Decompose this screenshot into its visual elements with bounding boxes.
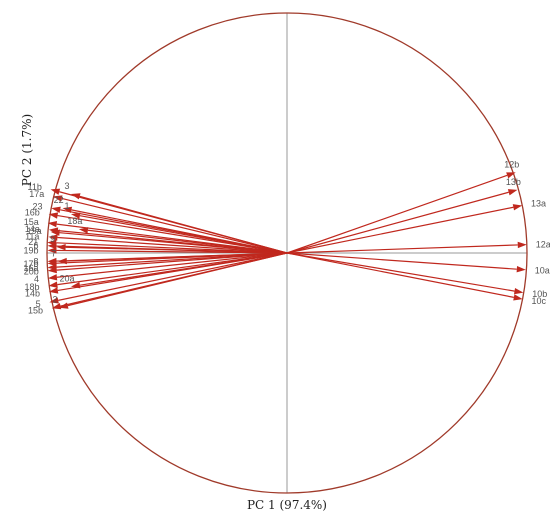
vector-label-14b: 14b xyxy=(25,288,40,298)
vector-label-11b: 11b xyxy=(28,182,42,192)
vector-label-13a: 13a xyxy=(531,199,546,209)
unit-circle xyxy=(46,12,528,494)
vector-label-9: 9 xyxy=(50,234,55,244)
vector-arrowhead-23 xyxy=(51,206,61,213)
vector-label-3: 3 xyxy=(64,181,69,191)
vector-arrowhead-10b xyxy=(513,287,524,295)
vector-line-12b xyxy=(286,174,508,254)
vector-arrowhead-20b xyxy=(47,266,57,274)
vector-line-12a xyxy=(286,244,518,254)
vector-arrowhead-13b xyxy=(507,189,518,196)
vector-line-17a xyxy=(61,197,288,254)
vector-line-5 xyxy=(58,252,288,301)
vector-arrowhead-3 xyxy=(71,193,81,200)
vector-label-14a: 14a xyxy=(25,224,40,234)
vector-label-10b: 10b xyxy=(532,289,547,299)
vector-line-17b xyxy=(56,252,288,264)
vector-line-18b xyxy=(57,252,288,286)
vector-label-15b: 15b xyxy=(28,305,43,315)
vector-line-10b xyxy=(286,252,515,292)
vector-arrowhead-18b xyxy=(48,281,58,288)
vector-arrowhead-10c xyxy=(513,294,523,301)
vector-label-17b: 17b xyxy=(23,259,38,269)
vector-line-11a xyxy=(57,236,288,254)
vector-arrowhead-6 xyxy=(47,242,57,250)
vector-line-4 xyxy=(56,252,288,278)
vector-line-2 xyxy=(67,252,288,307)
x-axis-label: PC 1 (97.4%) xyxy=(247,498,327,512)
vector-label-21: 21 xyxy=(28,237,38,247)
vector-arrowhead-15a xyxy=(47,220,58,228)
vector-line-22 xyxy=(71,209,288,254)
vector-arrowhead-18a xyxy=(78,227,89,234)
vector-label-16b: 16b xyxy=(25,208,40,218)
vector-label-23: 23 xyxy=(32,201,42,211)
vector-line-20b xyxy=(56,252,288,271)
vector-arrowhead-19b xyxy=(47,247,57,254)
vector-arrowhead-12a xyxy=(517,241,527,249)
vector-label-10c: 10c xyxy=(532,296,547,306)
vector-label-22: 22 xyxy=(54,195,64,205)
vector-line-16b xyxy=(57,214,288,254)
vector-label-6: 6 xyxy=(33,241,38,251)
vector-arrowhead-13a xyxy=(512,204,523,211)
vector-arrowhead-17a xyxy=(53,195,63,202)
vector-arrowhead-15b xyxy=(51,303,62,310)
vector-arrowhead-19a xyxy=(50,229,60,236)
vector-arrowhead-4 xyxy=(47,274,58,281)
vector-line-13b xyxy=(286,191,509,254)
vector-label-19b: 19b xyxy=(23,245,38,255)
vector-arrowhead-11b xyxy=(50,188,61,195)
y-axis-label: PC 2 (1.7%) xyxy=(20,114,34,186)
vector-label-20a: 20a xyxy=(59,274,74,284)
vector-group xyxy=(47,172,527,310)
vector-label-7: 7 xyxy=(51,248,56,258)
vector-label-18b: 18b xyxy=(24,282,39,292)
vector-arrowhead-22 xyxy=(62,206,73,214)
vector-label-12b: 12b xyxy=(504,159,519,169)
vector-label-4: 4 xyxy=(34,274,39,284)
vector-line-3 xyxy=(79,195,288,254)
vector-label-10a: 10a xyxy=(535,265,550,275)
vector-line-1 xyxy=(79,215,288,254)
vector-label-2: 2 xyxy=(52,295,57,305)
vector-label-12a: 12a xyxy=(536,239,550,249)
vector-label-11a: 11a xyxy=(25,231,39,241)
vector-arrowhead-5 xyxy=(49,297,59,304)
vector-line-13a xyxy=(286,206,514,254)
vector-arrowhead-16b xyxy=(48,212,59,219)
vector-line-19b xyxy=(56,249,288,254)
vector-arrowhead-11a xyxy=(48,234,58,241)
vector-line-10c xyxy=(286,252,514,298)
vector-label-18a: 18a xyxy=(67,216,82,226)
vector-arrowhead-9 xyxy=(56,244,66,251)
vector-label-8: 8 xyxy=(33,257,38,267)
vector-line-19a xyxy=(59,232,288,254)
vector-label-15a: 15a xyxy=(24,217,39,227)
vector-label-13b: 13b xyxy=(506,177,521,187)
vector-label-5: 5 xyxy=(36,299,41,309)
vector-label-17a: 17a xyxy=(29,189,44,199)
vector-arrowhead-12b xyxy=(506,172,516,179)
vector-label-20b: 20b xyxy=(24,266,39,276)
vector-line-14b xyxy=(57,252,288,292)
vector-label-16a: 16a xyxy=(23,263,38,273)
vector-label-1: 1 xyxy=(64,201,69,211)
vector-label-19a: 19a xyxy=(27,226,42,236)
vector-arrowhead-1 xyxy=(71,212,81,219)
vector-arrowhead-2 xyxy=(59,302,69,309)
vector-arrowhead-14b xyxy=(48,287,59,294)
vector-line-10a xyxy=(286,252,517,270)
vector-arrowhead-10a xyxy=(516,265,526,273)
